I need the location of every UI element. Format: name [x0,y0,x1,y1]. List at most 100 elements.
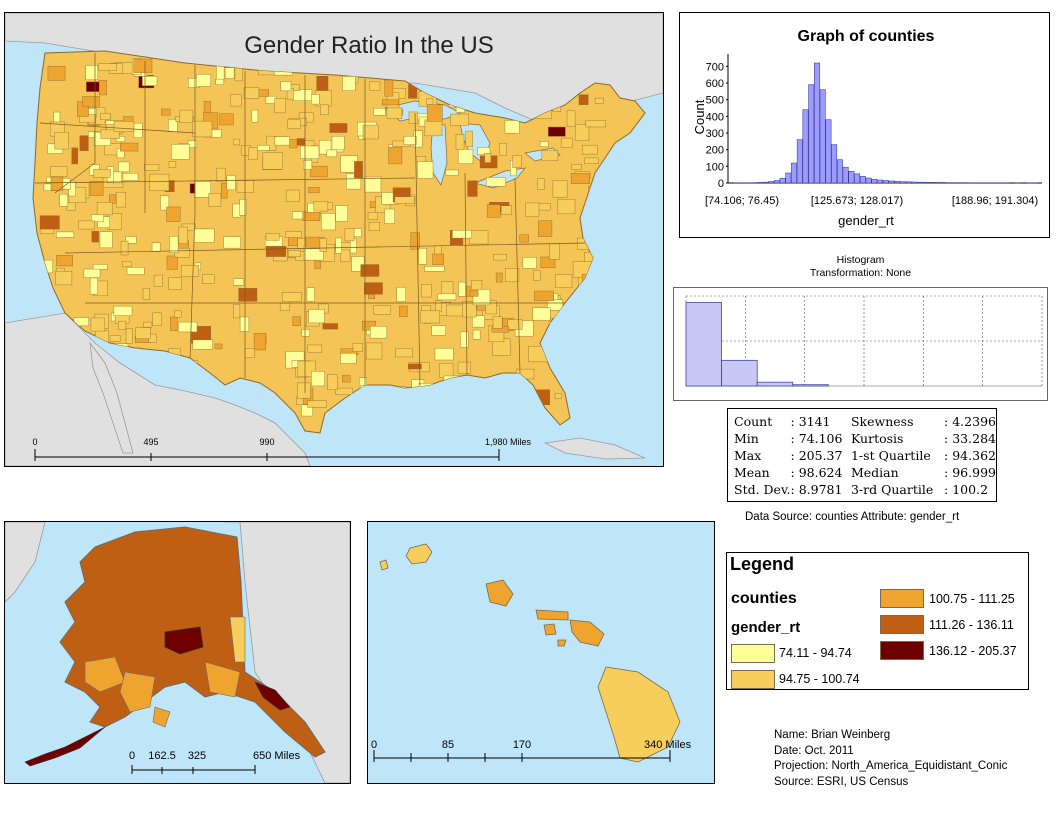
county-patch [512,155,522,168]
county-patch [232,203,241,218]
county-patch [144,357,153,372]
county-patch [340,353,357,364]
county-patch [532,307,551,321]
scale-label: 495 [143,437,158,447]
county-patch [118,320,127,330]
main-map-frame[interactable]: Gender Ratio In the US 0 495 990 1,980 M… [4,12,664,467]
legend-title: Legend [730,554,795,574]
county-patch [238,288,258,302]
histogram-bar [785,172,792,184]
legend-label-3: 100.75 - 111.25 [929,592,1015,606]
histogram-bar [859,176,866,184]
histogram-chart [685,295,1043,387]
county-patch [239,199,247,216]
county-patch [303,160,313,170]
county-patch [115,191,127,208]
county-patch [452,229,472,239]
county-patch [399,305,408,318]
x-axis-label: gender_rt [838,213,894,228]
x-tick-label: [74.106; 76.45) [705,195,779,207]
county-patch [92,264,108,270]
histogram-title: Histogram [836,254,885,266]
county-patch [297,360,316,378]
county-patch [360,385,380,398]
kauai-island [405,543,433,565]
county-patch [591,221,608,238]
stats-label: Mean [734,465,770,480]
county-patch [120,142,139,152]
county-patch [437,293,457,301]
county-patch [367,212,379,220]
chart-title: Graph of counties [798,28,935,45]
alaska-map-frame[interactable]: 0 162.5 325 650 Miles [4,521,351,784]
stats-value: : 96.999 [944,465,996,480]
county-patch [98,63,117,71]
county-patch [595,207,608,219]
county-patch [308,309,325,324]
county-patch [541,150,559,162]
data-source-note: Data Source: counties Attribute: gender_… [745,511,960,523]
histogram-bar [940,182,947,184]
county-patch [143,321,153,328]
county-patch [410,232,420,250]
county-patch [533,270,541,281]
graph-bars [733,62,1038,184]
county-patch [243,87,260,99]
county-patch [109,194,117,204]
scale-bar: 0 495 990 1,980 Miles [32,437,532,461]
histogram-panel[interactable] [673,287,1048,401]
county-patch [594,97,604,104]
county-patch [534,290,554,301]
county-patch [435,300,442,312]
county-patch [320,104,329,115]
graph-panel[interactable]: Graph of counties 0 100 200 300 400 500 600 700… [679,12,1050,238]
county-patch [233,278,244,286]
county-patch [216,167,226,182]
scale-bar: 0 162.5 325 650 Miles [129,750,301,774]
county-patch [437,381,446,396]
county-patch [384,79,394,97]
histogram-bar [842,166,849,184]
county-patch [56,231,75,238]
county-patch [472,315,485,328]
county-patch [96,202,113,216]
legend-swatch-4 [880,615,924,634]
county-patch [400,386,407,404]
credits-block: Name: Brian Weinberg Date: Oct. 2011 Pro… [774,728,1007,790]
histogram-bar [814,62,820,184]
county-patch [443,375,460,393]
county-patch [125,236,137,244]
county-patch [226,175,236,191]
county-patch [510,391,529,406]
legend-swatch-3 [880,589,924,608]
county-patch [574,123,590,141]
hawaii-big-island [597,666,681,763]
county-patch [335,205,348,222]
scale-bar: 0 85 170 340 Miles [371,739,692,762]
stats-label: Kurtosis [850,431,904,446]
county-patch [311,371,325,387]
county-patch [233,138,241,146]
stats-label: 3-rd Quartile [850,482,934,497]
county-patch [179,109,194,123]
county-patch [364,282,383,295]
legend-swatch-1 [731,644,775,663]
histogram-bar [923,182,929,184]
stats-row: Mean: 98.624 Median: 96.999 [734,464,996,481]
stats-value: : 33.284 [944,431,996,446]
niihau-island [379,559,389,571]
county-patch [79,135,89,152]
county-patch [511,405,526,423]
legend-layer: counties [731,590,797,607]
county-patch [287,250,301,258]
county-patch [306,287,315,302]
county-patch [43,295,53,312]
county-patch [335,387,353,395]
county-patch [100,113,111,121]
county-patch [360,264,380,277]
county-patch [335,237,342,254]
legend-field: gender_rt [731,619,801,636]
hawaii-map-frame[interactable]: 0 85 170 340 Miles [367,521,715,784]
county-patch [353,228,362,237]
county-patch [121,261,132,267]
